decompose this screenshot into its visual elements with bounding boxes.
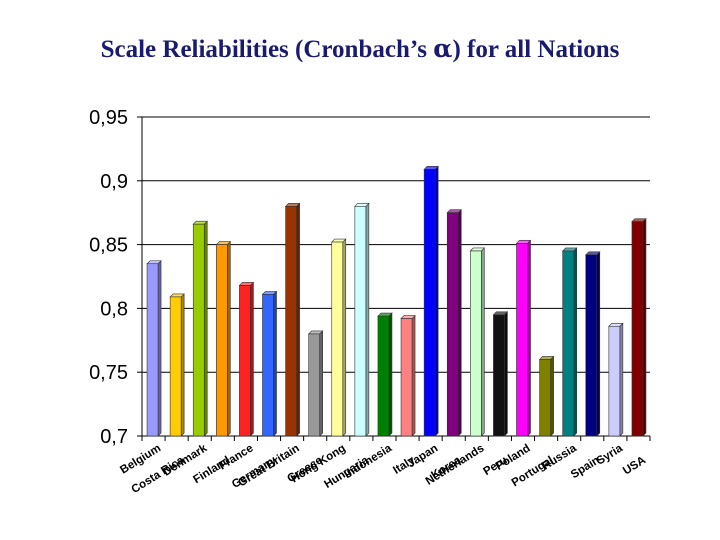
alpha-symbol: α <box>433 34 453 63</box>
bar-hong-kong <box>331 238 347 437</box>
x-tick-label: USA <box>621 454 648 477</box>
bar-side <box>504 311 508 437</box>
bar-side <box>642 217 647 437</box>
bar-front <box>192 223 205 437</box>
bar-japan <box>423 165 439 437</box>
bar-syria <box>608 322 624 437</box>
bar-germany <box>261 290 278 437</box>
bar-korea <box>446 208 462 437</box>
bar-front <box>216 244 228 437</box>
bar-france <box>238 281 255 437</box>
bar-front <box>562 250 574 437</box>
bar-front <box>516 243 528 437</box>
bar-front <box>446 212 459 437</box>
title-prefix: Scale Reliabilities (Cronbach’s <box>100 36 434 63</box>
y-tick-label: 0,8 <box>100 298 128 320</box>
bar-denmark <box>192 220 208 437</box>
bar-usa <box>631 217 647 437</box>
bar-side <box>250 281 254 437</box>
slide-title: Scale Reliabilities (Cronbach’s α) for a… <box>0 34 720 64</box>
bar-front <box>631 221 644 437</box>
bar-front <box>539 359 551 437</box>
bar-side <box>434 165 439 437</box>
bar-costa-rica <box>169 293 185 437</box>
bar-side <box>203 220 208 437</box>
bar-side <box>157 260 162 437</box>
bar-side <box>342 238 347 437</box>
bar-hungaria <box>354 202 370 437</box>
bar-front <box>400 318 413 437</box>
bar-great-britain <box>284 202 301 437</box>
bar-netherlands <box>469 247 486 437</box>
bar-front <box>262 294 274 437</box>
bar-front <box>608 325 621 437</box>
bar-side <box>319 330 323 437</box>
bar-greece <box>307 330 324 437</box>
x-tick-label: Indonesia <box>342 442 394 481</box>
bar-side <box>273 290 277 437</box>
y-tick-labels: 0,7 0,75 0,8 0,85 0,9 0,95 <box>89 107 128 448</box>
bar-side <box>227 240 231 437</box>
bar-side <box>296 202 300 437</box>
bar-side <box>619 322 624 437</box>
bar-front <box>169 296 182 437</box>
bar-portugal <box>538 355 555 437</box>
bar-front <box>331 241 344 437</box>
title-suffix: ) for all Nations <box>452 36 620 63</box>
bar-finland <box>215 240 232 437</box>
y-tick-label: 0,75 <box>89 362 128 384</box>
bar-indonesia <box>377 312 393 437</box>
x-tick-label: Japan <box>406 442 441 470</box>
bar-peru <box>492 311 509 437</box>
bar-side <box>573 247 577 437</box>
bar-front <box>308 333 320 437</box>
bar-side <box>365 202 370 437</box>
bar-russia <box>561 247 578 437</box>
bars <box>146 165 647 437</box>
bar-front <box>423 169 436 437</box>
y-tick-label: 0,7 <box>100 426 128 448</box>
bar-side <box>527 239 531 437</box>
bar-front <box>354 206 367 437</box>
bar-front <box>493 314 505 437</box>
bar-italy <box>400 314 416 437</box>
y-tick-label: 0,9 <box>100 171 128 193</box>
bar-front <box>470 250 482 437</box>
bar-front <box>377 315 390 437</box>
bar-side <box>596 251 601 437</box>
y-tick-label: 0,95 <box>89 107 128 129</box>
bar-side <box>411 314 416 437</box>
y-tick-label: 0,85 <box>89 235 128 257</box>
bar-front <box>239 285 251 437</box>
bar-front <box>146 263 159 437</box>
bar-side <box>481 247 485 437</box>
bar-side <box>180 293 185 437</box>
bar-front <box>285 206 297 437</box>
bar-poland <box>515 239 532 437</box>
bar-side <box>457 208 462 437</box>
x-tick-label: Syria <box>595 442 626 467</box>
bar-belgium <box>146 260 162 437</box>
bar-front <box>585 254 598 437</box>
bar-side <box>388 312 393 437</box>
bar-spain <box>585 251 601 437</box>
bar-side <box>550 355 554 437</box>
